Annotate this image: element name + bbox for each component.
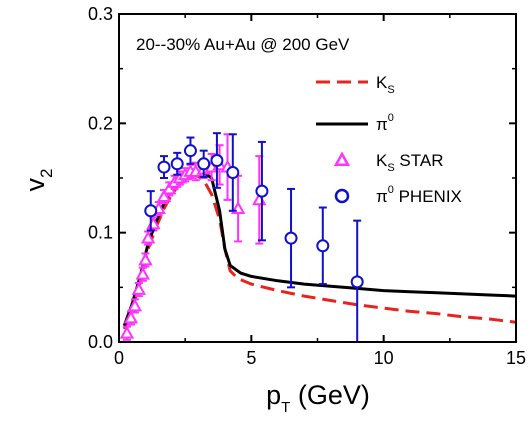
- x-tick-label: 15: [506, 348, 526, 368]
- legend-label-rest: STAR: [395, 151, 444, 170]
- y-tick-label: 0.1: [88, 223, 113, 243]
- annotation-label: 20--30% Au+Au @ 200 GeV: [136, 35, 350, 54]
- legend-label-main: π: [376, 187, 388, 206]
- ks-star-point: [123, 310, 139, 324]
- pi0-phenix-point: [170, 157, 184, 171]
- x-tick-label: 5: [246, 348, 256, 368]
- legend-label-main: K: [376, 151, 388, 170]
- pi0-phenix-point: [210, 154, 224, 168]
- y-tick-label: 0.3: [88, 4, 113, 24]
- legend-label: π0: [376, 112, 394, 134]
- legend-label-sub: S: [387, 162, 394, 174]
- axes-layer: 0 5 10 15 0.0 0.1 0.2 0.3: [88, 4, 526, 368]
- pi0-phenix-point: [183, 144, 197, 158]
- legend-item-ks-model: KS: [316, 73, 395, 96]
- pi0-phenix-point: [226, 166, 240, 180]
- pi0-phenix-point: [284, 231, 298, 245]
- y-tick-label: 0.2: [88, 113, 113, 133]
- ks-star-point: [138, 252, 153, 266]
- pi0-phenix-point: [316, 239, 330, 253]
- ks-star-series: [119, 133, 267, 341]
- y-axis-title: v2: [20, 169, 56, 192]
- legend-item-pi0-phenix: π0 PHENIX: [334, 184, 462, 206]
- x-axis-title: pT (GeV): [266, 380, 370, 416]
- x-axis-title-main: p: [266, 380, 281, 410]
- y-axis-title-sub: 2: [37, 169, 56, 178]
- x-tick-label: 0: [114, 348, 124, 368]
- ks-star-point: [140, 230, 156, 244]
- ks-star-point: [131, 281, 147, 295]
- pi0-phenix-point: [144, 204, 158, 218]
- ks-star-point: [127, 298, 143, 312]
- legend-label: π0 PHENIX: [376, 184, 462, 206]
- y-tick-label: 0.0: [88, 332, 113, 352]
- legend-label-main: K: [376, 73, 388, 92]
- pi0-phenix-point: [157, 160, 171, 174]
- pi0-phenix-point: [255, 184, 269, 198]
- x-axis-title-sub: T: [281, 399, 290, 416]
- pi0-phenix-point: [350, 275, 364, 289]
- legend-label-sup: 0: [388, 184, 394, 196]
- pi0-phenix-series: [144, 132, 364, 342]
- legend-symbol-circle: [334, 188, 350, 204]
- ks-star-point: [135, 266, 151, 280]
- legend-label-sub: S: [387, 84, 394, 96]
- legend-item-ks-star: KS STAR: [333, 151, 444, 174]
- legend-label-rest: PHENIX: [394, 187, 462, 206]
- x-axis-title-rest: (GeV): [290, 380, 370, 410]
- legend-label-main: π: [376, 115, 388, 134]
- legend-symbol-triangle: [333, 151, 351, 167]
- series-layer: [119, 132, 516, 342]
- legend-item-pi0-model: π0: [316, 112, 394, 134]
- x-tick-label: 10: [374, 348, 394, 368]
- legend-label: KS: [376, 73, 395, 96]
- legend-label: KS STAR: [376, 151, 444, 174]
- y-axis-title-main: v: [20, 177, 50, 191]
- legend-label-sup: 0: [388, 112, 394, 124]
- ks-star-point: [119, 325, 135, 339]
- pi0-phenix-point: [197, 157, 211, 171]
